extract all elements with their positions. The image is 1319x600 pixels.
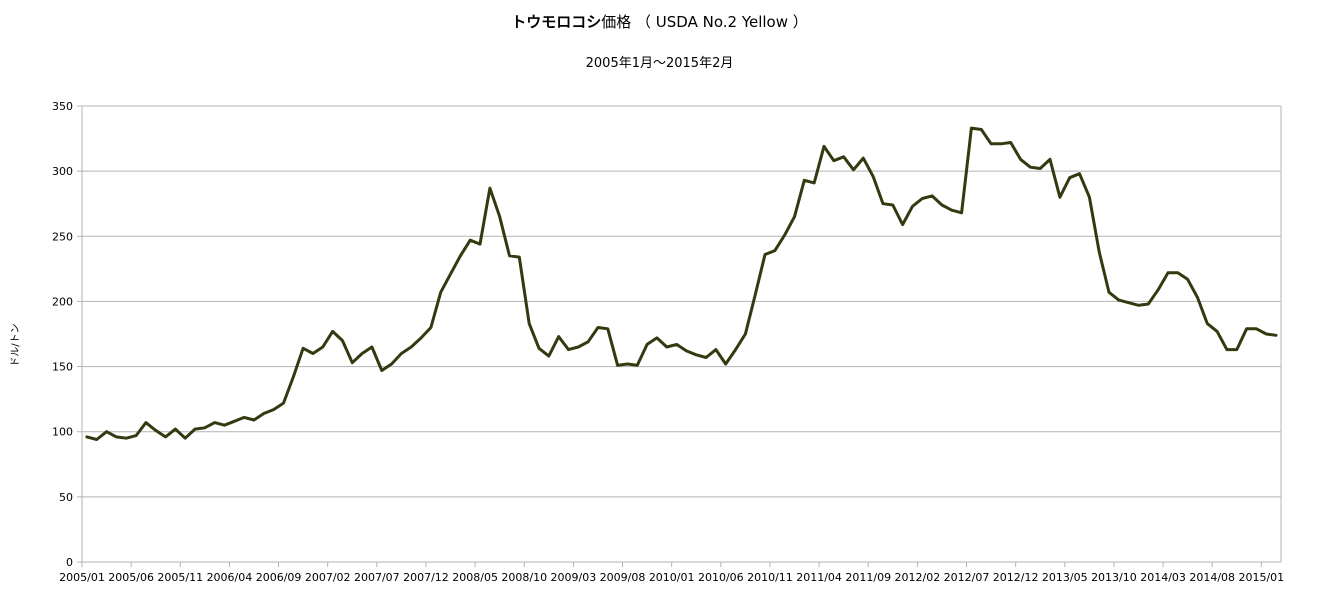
x-tick-label: 2012/02	[895, 571, 941, 584]
series-group	[85, 126, 1278, 441]
x-tick-label: 2012/12	[993, 571, 1039, 584]
x-tick-label: 2007/12	[403, 571, 449, 584]
y-tick-label: 150	[52, 361, 73, 374]
y-tick-label: 300	[52, 165, 73, 178]
x-tick-label: 2008/10	[501, 571, 547, 584]
chart-title-bold: トウモロコシ	[511, 13, 602, 31]
x-tick-label: 2007/02	[305, 571, 351, 584]
x-tick-label: 2014/08	[1189, 571, 1235, 584]
y-tick-label: 50	[59, 491, 73, 504]
x-tick-label: 2007/07	[354, 571, 400, 584]
y-tick-label: 200	[52, 295, 73, 308]
chart-title-rest: 価格 （ USDA No.2 Yellow ）	[601, 13, 808, 31]
x-tick-label: 2009/03	[551, 571, 597, 584]
x-tick-label: 2010/06	[698, 571, 744, 584]
x-tick-label: 2011/09	[845, 571, 891, 584]
x-tick-label: 2014/03	[1140, 571, 1186, 584]
x-tick-label: 2011/04	[796, 571, 842, 584]
x-tick-label: 2013/10	[1091, 571, 1137, 584]
series-line	[85, 126, 1278, 441]
y-tick-label: 250	[52, 230, 73, 243]
axes	[81, 106, 1282, 563]
x-tick-label: 2013/05	[1042, 571, 1088, 584]
x-tick-label: 2010/11	[747, 571, 793, 584]
chart-subtitle: 2005年1月〜2015年2月	[585, 56, 734, 71]
grid-lines	[82, 105, 1281, 498]
x-tick-label: 2012/07	[944, 571, 990, 584]
x-tick-label: 2006/04	[207, 571, 253, 584]
x-axis-ticks: 2005/01 2005/06 2005/11 2006/04 2006/09 2007/…	[59, 562, 1284, 584]
y-tick-label: 0	[66, 556, 73, 569]
x-tick-label: 2009/08	[600, 571, 646, 584]
x-tick-label: 2008/05	[452, 571, 498, 584]
y-tick-label: 350	[52, 100, 73, 113]
x-tick-label: 2005/11	[157, 571, 203, 584]
x-tick-label: 2015/01	[1238, 571, 1284, 584]
chart-title: トウモロコシ価格 （ USDA No.2 Yellow ）	[0, 11, 1319, 32]
y-axis-ticks: 0 50 100 150 200 250 300 350	[52, 100, 82, 569]
y-tick-label: 100	[52, 426, 73, 439]
x-tick-label: 2006/09	[256, 571, 302, 584]
x-tick-label: 2010/01	[649, 571, 695, 584]
x-tick-label: 2005/01	[59, 571, 105, 584]
x-tick-label: 2005/06	[108, 571, 154, 584]
